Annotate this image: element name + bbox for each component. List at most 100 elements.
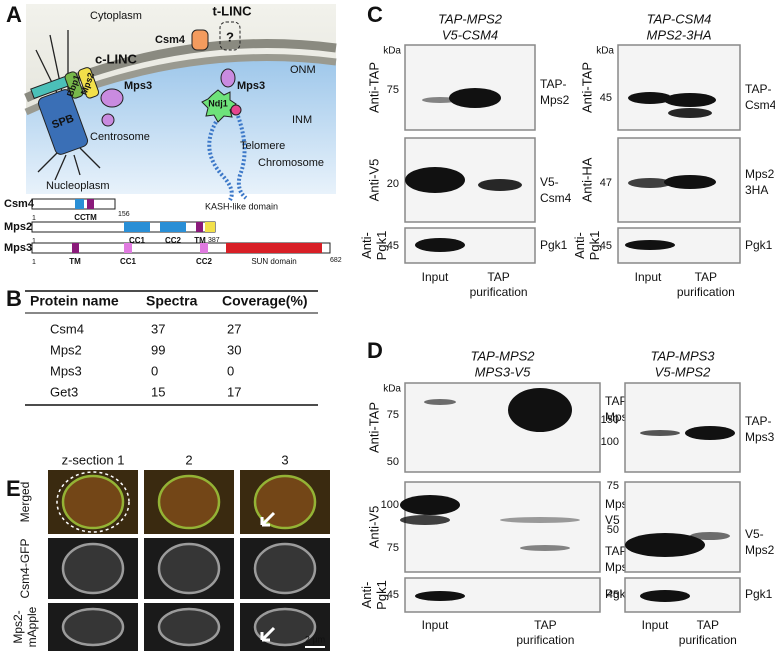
table-cell: 0 xyxy=(151,363,158,378)
bbp1-shape xyxy=(64,71,84,99)
band xyxy=(690,532,730,540)
antibody-label: Anti-TAP xyxy=(366,402,381,453)
table-cell: 99 xyxy=(151,342,165,357)
domain-cc1 xyxy=(124,243,132,253)
panel-letter: D xyxy=(367,338,383,363)
column-label: 3 xyxy=(281,452,288,467)
cell-signal xyxy=(61,474,125,530)
unknown-shape xyxy=(219,21,241,51)
band xyxy=(415,591,465,601)
nucleoplasm-label: Nucleoplasm xyxy=(46,180,110,192)
marker-label: 50 xyxy=(387,456,399,468)
table-rules xyxy=(25,290,318,406)
band xyxy=(628,92,672,104)
band xyxy=(400,495,460,515)
band-label: V5- xyxy=(745,527,764,541)
domain-label: SUN domain xyxy=(251,257,296,266)
band xyxy=(685,426,735,440)
cell-signal xyxy=(253,607,317,647)
table-header: Spectra xyxy=(146,293,198,309)
protein-name: Csm4 xyxy=(4,198,35,210)
domain-label: TM xyxy=(69,257,81,266)
ndj1-label: Ndj1 xyxy=(208,98,228,108)
cell-signal xyxy=(61,542,125,595)
csm4-label: Csm4 xyxy=(155,34,186,46)
domain-label: TM xyxy=(194,236,206,245)
domain-end: 156 xyxy=(118,211,130,218)
domain-cc2 xyxy=(160,222,186,232)
blot-title: TAP-MPS2 xyxy=(470,348,535,363)
band xyxy=(625,240,675,250)
marker-label: 45 xyxy=(607,589,619,601)
mps2-shape xyxy=(77,67,100,99)
telomere-shape xyxy=(230,104,242,116)
band-label: TAP- xyxy=(745,414,771,428)
lane-label: purification xyxy=(516,633,574,647)
domain-label: TM xyxy=(85,213,97,222)
table-cell: 30 xyxy=(227,342,241,357)
band xyxy=(400,515,450,525)
column-label: z-section 1 xyxy=(62,452,125,467)
domain-sun xyxy=(226,243,322,253)
blot-title: MPS3-V5 xyxy=(475,364,531,379)
cell-signal xyxy=(253,542,317,595)
band-label: Csm4 xyxy=(745,98,775,112)
c-linc-label: c-LINC xyxy=(95,51,138,66)
domain-label: CC xyxy=(74,213,86,222)
cell-signal xyxy=(157,607,221,647)
band xyxy=(405,167,465,193)
antibody-label: Anti-TAP xyxy=(366,62,381,113)
chromosome-label: Chromosome xyxy=(258,157,324,169)
cell-signal xyxy=(157,542,221,595)
antibody-label: Pgk1 xyxy=(374,231,389,261)
blot-image xyxy=(404,382,601,473)
antibody-label: Anti-TAP xyxy=(579,62,594,113)
nucleus-area xyxy=(26,55,336,194)
kda-label: kDa xyxy=(596,46,614,57)
lane-label: Input xyxy=(422,270,449,284)
band-label: Csm4 xyxy=(540,191,572,205)
band xyxy=(508,388,572,432)
blot-title: TAP-MPS2 xyxy=(438,11,503,26)
protein-name: Mps3 xyxy=(4,242,32,254)
band-label: V5 xyxy=(605,513,620,527)
marker-label: 45 xyxy=(387,589,399,601)
band xyxy=(625,533,705,557)
cell-signal xyxy=(61,607,125,647)
domain-bars xyxy=(31,198,331,254)
mps3-bar xyxy=(31,242,331,254)
lane-label: TAP xyxy=(697,618,719,632)
row-label: mApple xyxy=(25,606,39,647)
panel-letter: C xyxy=(367,2,383,27)
domain-start: 1 xyxy=(32,215,36,222)
table-header: Coverage(%) xyxy=(222,293,308,309)
domain-cc1 xyxy=(124,222,150,232)
lane-label: purification xyxy=(679,633,737,647)
marker-label: 75 xyxy=(607,480,619,492)
blot-title: MPS2-3HA xyxy=(646,27,711,42)
mps2-bar xyxy=(31,221,216,233)
domain-tm xyxy=(72,243,79,253)
table-cell: Get3 xyxy=(50,384,78,399)
marker-label: 75 xyxy=(387,409,399,421)
marker-label: 100 xyxy=(381,499,399,511)
unknown-label: ? xyxy=(226,29,234,44)
antibody-label: Pgk1 xyxy=(587,231,602,261)
centrosome-label: Centrosome xyxy=(90,131,150,143)
domain-label: CC2 xyxy=(196,257,213,266)
row-label: Merged xyxy=(18,482,32,523)
arrow xyxy=(260,626,276,642)
domain-start: 1 xyxy=(32,259,36,266)
band-label: V5- xyxy=(540,175,559,189)
csm4-shape xyxy=(191,29,209,51)
band xyxy=(520,545,570,551)
band xyxy=(478,179,522,191)
mps3-telomere-shape xyxy=(220,68,236,88)
marker-label: 50 xyxy=(607,524,619,536)
scale-bar-label: 2 μm xyxy=(305,634,325,644)
domain-end: 682 xyxy=(330,257,342,264)
inm-label: INM xyxy=(292,114,312,126)
blot-image xyxy=(624,481,741,573)
